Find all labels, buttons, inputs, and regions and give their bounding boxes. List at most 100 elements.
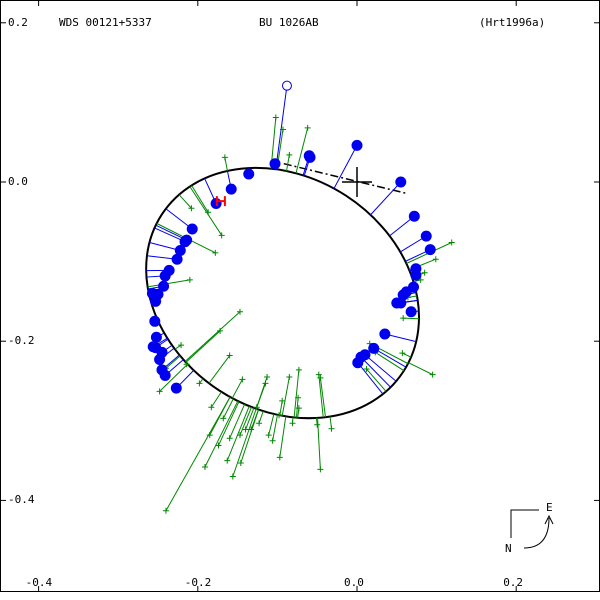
micrometer-residual-line	[185, 330, 221, 363]
first-observation-line	[275, 85, 288, 170]
micrometer-point	[201, 463, 208, 470]
observation-points	[146, 80, 455, 514]
micrometer-point	[253, 404, 260, 411]
micrometer-point	[295, 394, 302, 401]
speckle-point	[149, 315, 161, 327]
micrometer-point	[205, 209, 212, 216]
micrometer-point	[265, 432, 272, 439]
micrometer-point	[221, 154, 228, 161]
micrometer-point	[275, 412, 282, 419]
speckle-residual-line	[333, 145, 358, 189]
speckle-point	[408, 210, 420, 222]
micrometer-point	[363, 366, 370, 373]
micrometer-point	[236, 432, 243, 439]
speckle-point	[379, 328, 391, 340]
speckle-point	[352, 357, 364, 369]
micrometer-residual-line	[295, 127, 309, 174]
x-tick-label: 0.2	[503, 576, 524, 589]
y-tick-label: 0.0	[8, 175, 28, 188]
micrometer-point	[156, 388, 163, 395]
micrometer-residual-line	[218, 401, 240, 446]
designation-label: BU 1026AB	[259, 16, 319, 29]
speckle-point	[303, 150, 315, 162]
micrometer-point	[183, 361, 190, 368]
speckle-point	[159, 369, 171, 381]
micrometer-point	[226, 435, 233, 442]
micrometer-point	[421, 269, 428, 276]
micrometer-residual-line	[375, 351, 405, 372]
micrometer-residual-line	[258, 410, 264, 424]
micrometer-point	[328, 425, 335, 432]
micrometer-residual-line	[318, 374, 324, 418]
micrometer-point	[289, 420, 296, 427]
micrometer-point	[242, 426, 249, 433]
micrometer-point	[237, 459, 244, 466]
micrometer-point	[248, 426, 255, 433]
micrometer-point	[295, 405, 302, 412]
micrometer-point	[212, 249, 219, 256]
micrometer-residual-line	[208, 355, 231, 384]
micrometer-point	[229, 473, 236, 480]
micrometer-residual-line	[222, 398, 234, 419]
micrometer-point	[276, 454, 283, 461]
speckle-point	[269, 158, 281, 170]
speckle-residual-line	[373, 347, 407, 368]
micrometer-point	[399, 350, 406, 357]
micrometer-point	[217, 327, 224, 334]
speckle-point	[395, 176, 407, 188]
micrometer-residual-line	[281, 376, 290, 416]
x-tick-label: 0.0	[344, 576, 364, 589]
micrometer-point	[279, 126, 286, 133]
micrometer-point	[256, 420, 263, 427]
wds-id-label: WDS 00121+5337	[59, 16, 152, 29]
micrometer-point	[208, 404, 215, 411]
speckle-residual-line	[165, 208, 193, 230]
micrometer-point	[304, 124, 311, 131]
micrometer-residual-line	[191, 185, 209, 213]
micrometer-point	[218, 232, 225, 239]
primary-star-cross	[342, 167, 372, 197]
micrometer-point	[188, 205, 195, 212]
speckle-point	[351, 139, 363, 151]
micrometer-residual-line	[178, 194, 192, 209]
micrometer-residual-line	[293, 369, 300, 418]
micrometer-residual-line	[272, 414, 278, 441]
micrometer-point	[417, 276, 424, 283]
speckle-residual-line	[357, 362, 384, 395]
micrometer-point	[206, 432, 213, 439]
micrometer-residual-line	[240, 409, 260, 464]
micrometer-point	[186, 276, 193, 283]
micrometer-residual-line	[231, 379, 243, 399]
micrometer-point	[269, 437, 276, 444]
micrometer-residual-line	[147, 279, 190, 288]
micrometer-point	[178, 342, 185, 349]
micrometer-point	[295, 366, 302, 373]
speckle-point	[424, 244, 436, 256]
micrometer-point	[429, 371, 436, 378]
micrometer-residual-line	[229, 403, 246, 439]
micrometer-point	[317, 374, 324, 381]
micrometer-point	[279, 397, 286, 404]
red-marker	[215, 196, 226, 207]
speckle-point	[170, 382, 182, 394]
micrometer-point	[315, 371, 322, 378]
micrometer-residual-line	[402, 352, 412, 358]
micrometer-residual-line	[279, 416, 287, 458]
speckle-point	[225, 183, 237, 195]
micrometer-residual-line	[239, 406, 253, 436]
primary-markers	[215, 167, 372, 207]
speckle-point	[150, 331, 162, 343]
speckle-point	[410, 269, 422, 281]
micrometer-residual-line	[232, 408, 257, 477]
speckle-point	[179, 236, 191, 248]
micrometer-residual-line	[245, 407, 255, 430]
speckle-point	[420, 230, 432, 242]
micrometer-point	[264, 374, 271, 381]
micrometer-point	[224, 457, 231, 464]
micrometer-point	[162, 507, 169, 514]
compass-north-label: N	[505, 542, 512, 555]
speckle-point	[186, 223, 198, 235]
micrometer-point	[239, 376, 246, 383]
